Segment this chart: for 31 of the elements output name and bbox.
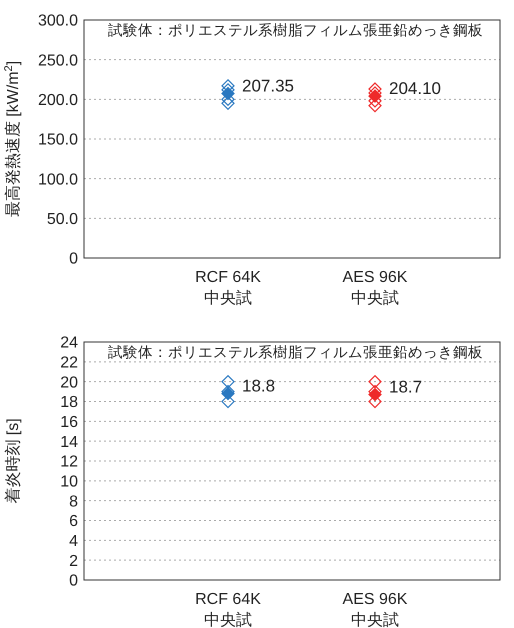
y-tick-label: 22: [60, 354, 78, 372]
data-label: 207.35: [242, 76, 294, 96]
y-tick-label: 16: [60, 414, 78, 431]
y-tick-label: 14: [60, 434, 78, 451]
y-tick-label: 18: [60, 394, 78, 412]
y-tick-label: 10: [60, 473, 78, 490]
y-tick-label: 50.0: [46, 210, 78, 228]
y-tick-label: 0: [69, 250, 78, 268]
x-tick-label: RCF 64K 中央試: [195, 591, 262, 628]
y-axis-title: 着炎時刻 [s]: [4, 418, 22, 504]
annotation: 試験体：ポリエステル系樹脂フィルム張亜鉛めっき鋼板: [108, 344, 483, 361]
y-tick-label: 24: [60, 334, 78, 352]
data-label: 18.8: [242, 376, 276, 396]
x-tick-label: AES 96K 中央試: [342, 269, 408, 307]
y-tick-label: 12: [60, 454, 78, 471]
y-tick-label: 250.0: [38, 52, 78, 70]
y-tick-label: 6: [69, 513, 78, 530]
data-label: 18.7: [389, 378, 422, 397]
annotation: 試験体：ポリエステル系樹脂フィルム張亜鉛めっき鋼板: [108, 22, 483, 39]
x-tick-label: RCF 64K 中央試: [195, 269, 262, 307]
data-label: 204.10: [389, 79, 441, 98]
y-tick-label: 100.0: [38, 171, 78, 188]
y-tick-label: 200.0: [38, 92, 78, 109]
y-tick-label: 8: [69, 493, 78, 510]
y-tick-label: 4: [69, 532, 78, 550]
y-tick-label: 150.0: [38, 132, 78, 149]
y-tick-label: 2: [69, 552, 78, 570]
y-tick-label: 0: [69, 572, 78, 590]
y-tick-label: 20: [60, 374, 78, 392]
x-tick-label: AES 96K 中央試: [342, 591, 408, 628]
y-tick-label: 300.0: [38, 12, 78, 30]
